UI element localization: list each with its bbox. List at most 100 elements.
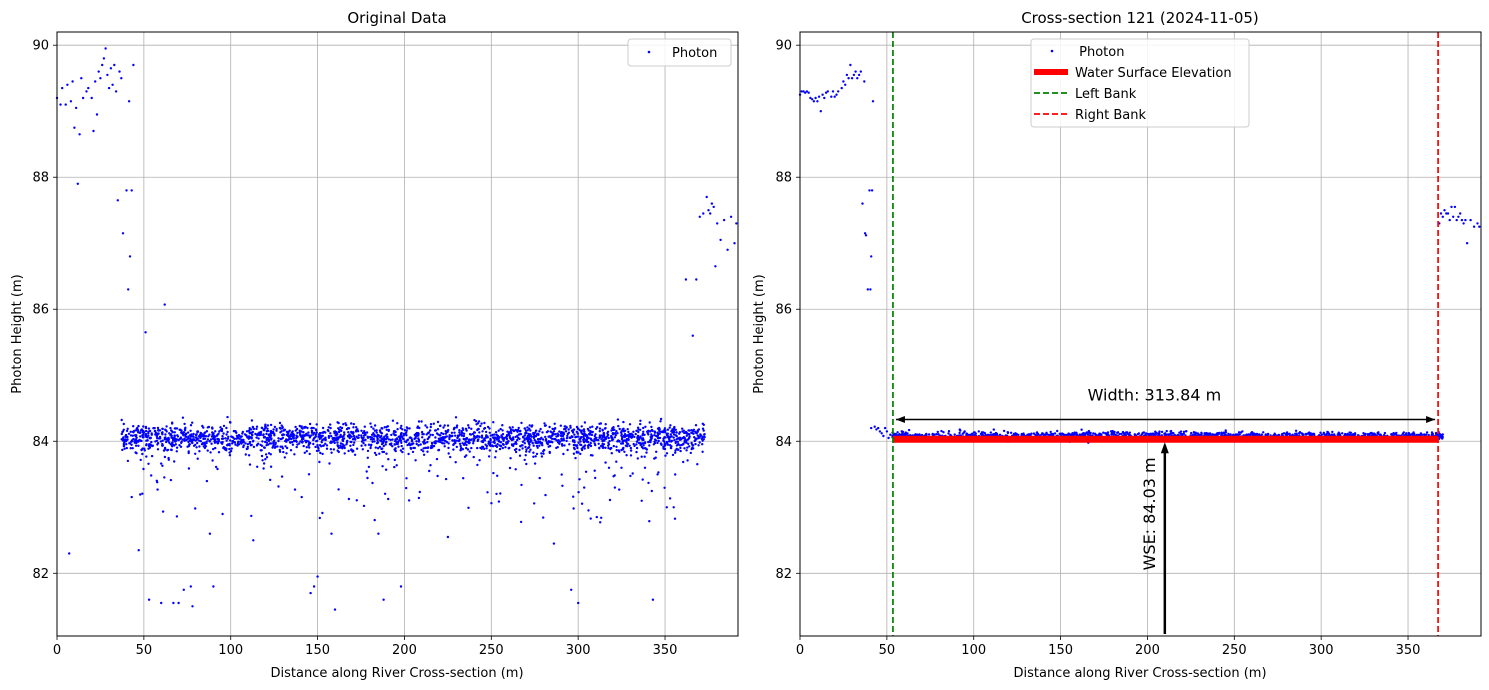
photon-point	[659, 417, 663, 421]
photon-point	[186, 438, 189, 441]
photon-point	[152, 427, 155, 430]
photon-point	[261, 440, 264, 443]
photon-point	[244, 442, 247, 445]
photon-point	[579, 443, 582, 446]
photon-point	[101, 63, 104, 67]
photon-point	[451, 439, 454, 442]
photon-point	[681, 430, 684, 433]
photon-point	[871, 100, 875, 103]
photon-point	[230, 447, 233, 450]
photon-point	[1049, 430, 1052, 434]
photon-point	[339, 444, 342, 447]
photon-point	[337, 488, 340, 491]
photon-point	[994, 431, 998, 435]
photon-point	[349, 444, 352, 447]
photon-point	[533, 462, 537, 465]
photon-point	[99, 77, 102, 80]
photon-point	[696, 463, 699, 466]
photon-point	[512, 436, 515, 439]
photon-point	[942, 431, 945, 434]
photon-point	[961, 432, 964, 435]
photon-point	[342, 423, 345, 426]
photon-point	[642, 444, 645, 447]
photon-point	[958, 431, 961, 435]
photon-point	[635, 450, 638, 454]
photon-point	[173, 439, 177, 442]
photon-point	[480, 434, 484, 437]
photon-point	[526, 426, 529, 429]
photon-point	[570, 588, 573, 591]
photon-point	[449, 455, 452, 459]
photon-point	[301, 441, 304, 444]
photon-point	[904, 431, 907, 434]
photon-point	[331, 436, 334, 440]
photon-point	[640, 442, 644, 445]
photon-point	[362, 504, 366, 508]
wse-arrow-head	[1160, 442, 1169, 454]
photon-point	[847, 77, 850, 80]
photon-point	[1194, 431, 1197, 434]
photon-point	[182, 588, 185, 591]
photon-point	[666, 428, 670, 431]
photon-point	[642, 430, 645, 433]
photon-point	[663, 428, 666, 432]
photon-point	[424, 424, 427, 427]
photon-point	[1393, 433, 1396, 436]
right-legend-wse-label: Water Surface Elevation	[1075, 66, 1232, 81]
photon-point	[116, 199, 120, 202]
photon-point	[691, 334, 694, 337]
photon-point	[479, 424, 482, 428]
left-plot-panel: Original Data 0 50 100 150 200 250 300 35082848…	[10, 9, 739, 681]
photon-point	[351, 432, 355, 435]
photon-point	[509, 428, 513, 431]
photon-point	[614, 432, 617, 435]
photon-point	[563, 428, 566, 431]
photon-point	[518, 454, 522, 457]
photon-point	[1326, 430, 1329, 434]
photon-point	[434, 429, 437, 432]
photon-point	[466, 448, 470, 451]
photon-point	[264, 453, 268, 456]
photon-point	[824, 91, 828, 94]
photon-point	[87, 86, 90, 90]
photon-point	[632, 430, 635, 433]
photon-point	[177, 601, 180, 605]
photon-point	[222, 424, 226, 428]
photon-point	[556, 446, 559, 449]
photon-point	[161, 510, 165, 513]
photon-point	[597, 442, 600, 445]
photon-point	[178, 428, 181, 431]
photon-point	[626, 428, 629, 431]
photon-point	[639, 419, 642, 422]
left-photon-points	[55, 47, 738, 611]
photon-point	[363, 430, 366, 433]
photon-point	[442, 426, 445, 429]
x-tick-label: 300	[566, 643, 591, 658]
photon-point	[685, 434, 688, 437]
photon-point	[165, 425, 168, 428]
photon-point	[104, 47, 107, 50]
photon-point	[230, 435, 233, 438]
photon-point	[423, 438, 426, 441]
photon-point	[196, 431, 199, 434]
photon-point	[494, 444, 497, 447]
photon-point	[302, 431, 305, 434]
photon-point	[141, 492, 144, 495]
photon-point	[299, 440, 302, 443]
photon-point	[1120, 432, 1123, 436]
photon-point	[1341, 432, 1344, 435]
photon-point	[722, 218, 726, 222]
photon-point	[894, 433, 898, 436]
photon-point	[429, 433, 432, 436]
photon-point	[672, 436, 675, 439]
photon-point	[421, 436, 424, 439]
photon-point	[947, 432, 950, 435]
photon-point	[1073, 431, 1076, 434]
photon-point	[647, 481, 650, 485]
photon-point	[1395, 433, 1398, 437]
photon-point	[1294, 429, 1298, 432]
photon-point	[716, 222, 719, 225]
photon-point	[641, 478, 644, 481]
photon-point	[195, 446, 198, 449]
photon-point	[217, 440, 220, 443]
